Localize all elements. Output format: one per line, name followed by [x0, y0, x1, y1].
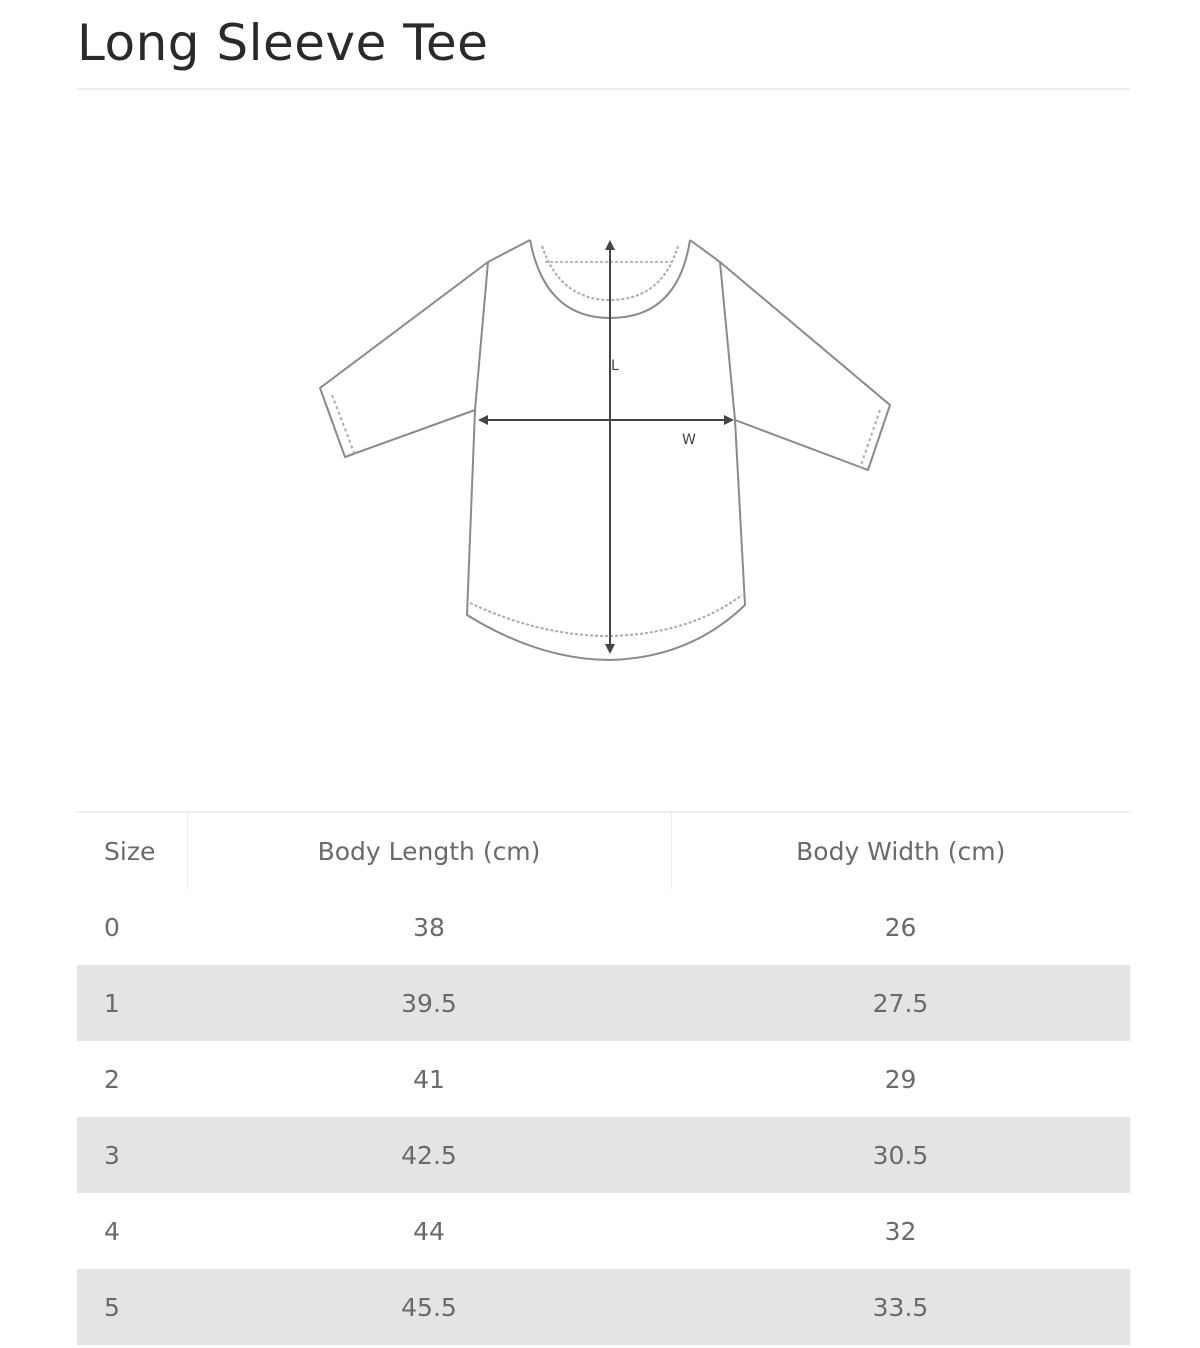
cell-body-length: 39.5 [187, 965, 671, 1041]
cell-size: 1 [77, 965, 187, 1041]
title-divider [77, 88, 1130, 90]
table-row: 4 44 32 [77, 1193, 1130, 1269]
table-row: 1 39.5 27.5 [77, 965, 1130, 1041]
cell-body-width: 29 [884, 1064, 917, 1094]
table-row: 2 41 29 [77, 1041, 1130, 1117]
table-row: 5 45.5 33.5 [77, 1269, 1130, 1345]
length-label: L [611, 358, 619, 374]
tee-measurement-diagram: L W [319, 239, 891, 661]
cell-body-width: 30.5 [671, 1117, 1130, 1193]
cell-size: 4 [104, 1216, 120, 1246]
header-body-length: Body Length (cm) [186, 812, 672, 889]
header-size: Size [104, 836, 156, 866]
table-row: 3 42.5 30.5 [77, 1117, 1130, 1193]
cell-body-width: 33.5 [671, 1269, 1130, 1345]
cell-body-length: 45.5 [187, 1269, 671, 1345]
cell-body-length: 38 [413, 912, 445, 942]
width-label: W [682, 432, 696, 448]
cell-size: 2 [104, 1064, 120, 1094]
cell-size: 0 [104, 912, 120, 942]
cell-body-length: 44 [413, 1216, 445, 1246]
table-row: 0 38 26 [77, 889, 1130, 965]
cell-body-width: 32 [884, 1216, 917, 1246]
cell-body-width: 27.5 [671, 965, 1130, 1041]
size-chart-table: Size Body Length (cm) Body Width (cm) 0 3… [77, 811, 1130, 1345]
page-title: Long Sleeve Tee [77, 14, 489, 72]
cell-size: 3 [77, 1117, 187, 1193]
cell-body-length: 42.5 [187, 1117, 671, 1193]
cell-body-length: 41 [413, 1064, 445, 1094]
tee-outline [319, 239, 891, 661]
cell-size: 5 [77, 1269, 187, 1345]
cell-body-width: 26 [884, 912, 917, 942]
header-body-width: Body Width (cm) [796, 836, 1006, 866]
table-header-row: Size Body Length (cm) Body Width (cm) [77, 812, 1130, 889]
